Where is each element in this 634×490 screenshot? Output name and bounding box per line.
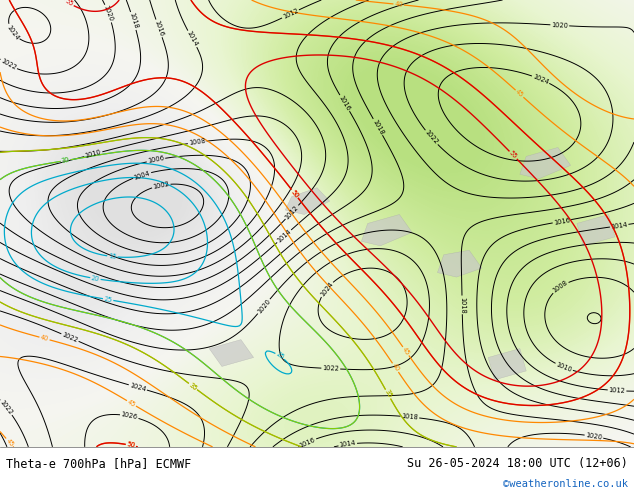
Text: 20: 20 — [91, 275, 100, 282]
Text: 1022: 1022 — [61, 331, 79, 343]
Text: 40: 40 — [391, 363, 400, 373]
Polygon shape — [209, 340, 254, 367]
Text: 45: 45 — [4, 437, 15, 447]
Text: 1012: 1012 — [284, 204, 300, 221]
Text: 35: 35 — [384, 389, 392, 399]
Text: 1020: 1020 — [585, 432, 603, 441]
Text: 40: 40 — [394, 1, 403, 8]
Polygon shape — [577, 215, 615, 246]
Text: 1018: 1018 — [459, 296, 465, 313]
Text: 1004: 1004 — [133, 170, 151, 180]
Text: 25: 25 — [275, 351, 285, 361]
Text: 1016: 1016 — [153, 20, 165, 37]
Text: 45: 45 — [126, 398, 137, 408]
Text: 1014: 1014 — [339, 440, 356, 448]
Text: 1010: 1010 — [555, 361, 573, 373]
Text: 1020: 1020 — [551, 22, 569, 29]
Text: 1024: 1024 — [5, 24, 20, 41]
Text: 35: 35 — [384, 389, 392, 399]
Text: 1012: 1012 — [609, 387, 626, 394]
Text: 55: 55 — [64, 0, 74, 8]
Text: 50: 50 — [126, 441, 136, 449]
Text: 1016: 1016 — [299, 436, 316, 448]
Text: 1020: 1020 — [103, 4, 114, 23]
Text: 1002: 1002 — [152, 181, 170, 190]
Text: 1024: 1024 — [129, 382, 146, 392]
Text: 1022: 1022 — [424, 129, 439, 146]
Text: 35: 35 — [188, 382, 198, 392]
Polygon shape — [437, 250, 482, 277]
Text: 1012: 1012 — [281, 7, 299, 20]
Text: 1006: 1006 — [147, 155, 165, 165]
Text: 1018: 1018 — [401, 413, 418, 421]
Text: ©weatheronline.co.uk: ©weatheronline.co.uk — [503, 479, 628, 489]
Text: 1010: 1010 — [84, 149, 102, 159]
Text: 40: 40 — [40, 335, 49, 343]
Text: 1014: 1014 — [186, 30, 199, 48]
Text: 1008: 1008 — [188, 138, 206, 147]
Text: 1008: 1008 — [552, 280, 569, 294]
Text: 1014: 1014 — [611, 221, 628, 230]
Text: 1026: 1026 — [120, 412, 138, 421]
Text: 1024: 1024 — [532, 74, 550, 85]
Text: 1022: 1022 — [0, 58, 17, 72]
Text: 45: 45 — [514, 89, 525, 99]
Polygon shape — [285, 188, 330, 215]
Text: Theta-e 700hPa [hPa] ECMWF: Theta-e 700hPa [hPa] ECMWF — [6, 457, 191, 470]
Polygon shape — [520, 147, 571, 179]
Text: 45: 45 — [401, 346, 411, 356]
Text: 25: 25 — [103, 296, 113, 303]
Text: 1018: 1018 — [371, 118, 385, 136]
Text: 15: 15 — [108, 253, 117, 260]
Text: Su 26-05-2024 18:00 UTC (12+06): Su 26-05-2024 18:00 UTC (12+06) — [407, 457, 628, 470]
Text: 50: 50 — [126, 441, 136, 449]
Text: 35: 35 — [188, 382, 198, 392]
Text: 50: 50 — [290, 189, 300, 199]
Text: 1016: 1016 — [553, 217, 571, 226]
Text: 1022: 1022 — [0, 399, 14, 416]
Text: 1020: 1020 — [256, 298, 271, 315]
Text: 1022: 1022 — [322, 365, 339, 372]
Text: 55: 55 — [508, 150, 518, 160]
Polygon shape — [361, 215, 412, 246]
Text: 30: 30 — [61, 157, 70, 164]
Text: 30: 30 — [61, 157, 70, 164]
Text: 1016: 1016 — [338, 95, 351, 112]
Text: 50: 50 — [290, 189, 300, 199]
Polygon shape — [488, 348, 526, 380]
Text: 1018: 1018 — [128, 12, 139, 30]
Text: 1024: 1024 — [319, 281, 334, 297]
Text: 1014: 1014 — [276, 228, 292, 244]
